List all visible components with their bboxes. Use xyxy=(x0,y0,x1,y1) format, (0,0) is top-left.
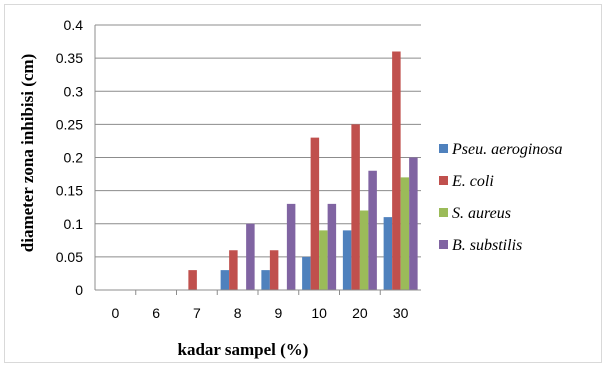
bar-chart: 0 0.05 0.1 0.15 0.2 0.25 0.3 0.35 0.4 0 6 7 8 9 10 20 3… xyxy=(18,17,563,359)
bar xyxy=(383,217,393,290)
legend-label: S. aureus xyxy=(452,205,511,222)
bar xyxy=(392,51,401,290)
x-tick-label: 8 xyxy=(234,305,242,321)
bar xyxy=(368,170,377,290)
y-tick-label: 0.3 xyxy=(64,83,84,99)
legend-swatch xyxy=(439,240,448,249)
bar xyxy=(327,203,337,290)
bar xyxy=(269,250,279,290)
bar xyxy=(261,270,270,290)
bar xyxy=(409,157,418,290)
x-axis-title: kadar sampel (%) xyxy=(178,340,309,359)
y-tick-label: 0.1 xyxy=(64,216,84,232)
legend-swatch xyxy=(439,144,448,153)
gridlines xyxy=(95,24,421,258)
bar xyxy=(342,230,352,290)
legend-label: Pseu. aeroginosa xyxy=(451,141,563,158)
legend-swatch xyxy=(439,176,448,185)
x-tick-labels: 0 6 7 8 9 10 20 30 xyxy=(111,305,408,321)
y-axis-title: diameter zona inhibisi (cm) xyxy=(18,54,37,252)
legend-label: E. coli xyxy=(451,173,494,190)
bar xyxy=(220,270,230,290)
x-tick-label: 20 xyxy=(352,305,368,321)
bar xyxy=(229,250,238,290)
x-tick-label: 30 xyxy=(393,305,409,321)
x-tick-label: 0 xyxy=(111,305,119,321)
y-tick-label: 0 xyxy=(75,282,83,298)
bar xyxy=(286,203,296,290)
chart-figure: 0 0.05 0.1 0.15 0.2 0.25 0.3 0.35 0.4 0 6 7 8 9 10 20 3… xyxy=(4,4,602,363)
legend-label: B. substilis xyxy=(452,237,522,254)
bar xyxy=(400,177,410,290)
y-tick-labels: 0 0.05 0.1 0.15 0.2 0.25 0.3 0.35 0.4 xyxy=(56,17,83,298)
bar xyxy=(310,137,320,290)
bar xyxy=(319,230,328,290)
legend: Pseu. aeroginosa E. coli S. aureus B. subst… xyxy=(439,141,563,254)
x-tick-label: 7 xyxy=(193,305,201,321)
x-tick-label: 10 xyxy=(311,305,327,321)
bar xyxy=(188,270,197,290)
y-tick-label: 0.05 xyxy=(56,249,83,265)
legend-swatch xyxy=(439,208,448,217)
x-tick-label: 6 xyxy=(152,305,160,321)
bar xyxy=(246,223,255,290)
bar xyxy=(359,210,369,290)
bars xyxy=(188,51,418,290)
axes xyxy=(94,25,421,295)
y-tick-label: 0.15 xyxy=(56,183,83,199)
y-tick-label: 0.2 xyxy=(64,150,84,166)
y-tick-label: 0.25 xyxy=(56,116,83,132)
y-tick-label: 0.4 xyxy=(64,17,84,33)
x-tick-label: 9 xyxy=(274,305,282,321)
y-tick-label: 0.35 xyxy=(56,50,83,66)
bar xyxy=(351,124,360,290)
bar xyxy=(302,256,311,290)
